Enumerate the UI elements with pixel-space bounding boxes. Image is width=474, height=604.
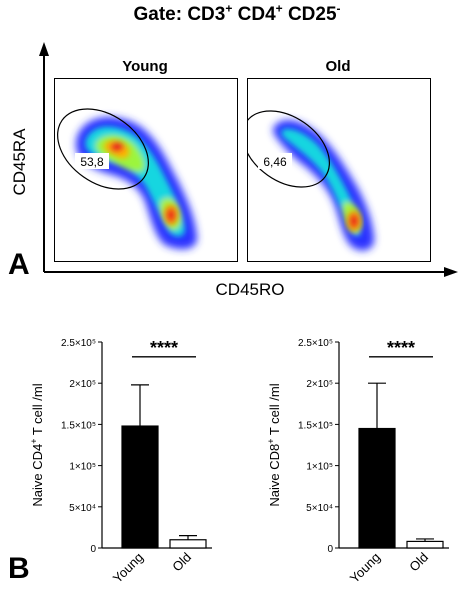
bar-chart-naive-cd8: 0 5×10⁴ 1×10⁵ 1.5×10⁵ 2×10⁵ 2.5×10⁵ Naive CD8+… xyxy=(266,338,449,586)
plot-old-label: Old xyxy=(325,58,351,75)
cd4-y-tick-label: 2×10⁵ xyxy=(69,379,96,390)
cd8-y-tick-label: 1×10⁵ xyxy=(306,462,333,473)
cd4-y-axis-label: Naive CD4+ T cell /ml xyxy=(29,383,45,506)
title-marker-cd4: CD4 xyxy=(237,4,276,25)
panel-a-letter: A xyxy=(8,248,30,281)
density-plot-old-svg: 6,46 xyxy=(248,110,375,251)
gate-value-bg-old xyxy=(258,153,292,169)
cd4-x-label-young: Young xyxy=(110,550,146,586)
cd4-x-label-old: Old xyxy=(169,550,194,575)
plot-young-label: Young xyxy=(122,58,168,75)
cd4-y-tick-label: 0 xyxy=(90,544,96,555)
title-prefix: Gate: xyxy=(133,4,183,25)
panel-a-x-axis-label: CD45RO xyxy=(215,280,285,299)
gate-ellipse-young xyxy=(57,108,149,190)
density-young-core xyxy=(103,140,178,225)
panel-a-y-axis-label: CD45RA xyxy=(10,128,29,196)
title-sup-cd25: - xyxy=(336,1,341,16)
cd4-y-tick-label: 5×10⁴ xyxy=(69,503,96,514)
gate-value-old: 6,46 xyxy=(263,155,287,169)
cd4-y-tick-label: 1×10⁵ xyxy=(69,462,96,473)
cd8-y-tick-label: 2.5×10⁵ xyxy=(298,338,333,349)
cd8-y-axis-label: Naive CD8+ T cell /ml xyxy=(266,383,282,506)
panel-a-y-axis-arrow xyxy=(39,42,49,56)
title-marker-cd3: CD3 xyxy=(187,4,226,25)
gate-value-young: 53,8 xyxy=(80,155,104,169)
panel-a-x-axis-arrow xyxy=(444,267,458,277)
panel-a-axes xyxy=(39,42,458,277)
panel-b-letter: B xyxy=(8,552,30,585)
cd8-x-label-old: Old xyxy=(406,550,431,575)
cd8-bar-young xyxy=(358,427,396,549)
gate-value-bg-young xyxy=(75,153,109,169)
cd8-x-label-young: Young xyxy=(347,550,383,586)
cd4-y-tick-label: 2.5×10⁵ xyxy=(61,338,96,349)
density-old-core xyxy=(347,211,361,231)
cd8-y-tick-label: 1.5×10⁵ xyxy=(298,420,333,431)
gate-ellipse-old xyxy=(248,110,330,188)
density-plot-young: 53,8 xyxy=(54,78,238,262)
cd8-bar-old xyxy=(406,540,444,549)
density-plot-young-svg: 53,8 xyxy=(57,108,198,250)
title-marker-cd25: CD25 xyxy=(287,4,337,25)
cd4-significance-label: **** xyxy=(150,338,178,358)
cd8-significance-label: **** xyxy=(387,338,415,358)
cd8-y-tick-label: 0 xyxy=(327,544,333,555)
cd4-bar-young xyxy=(121,425,159,549)
cd8-y-tick-label: 5×10⁴ xyxy=(306,503,333,514)
density-plot-old: 6,46 xyxy=(247,78,431,262)
title-sup-cd3: + xyxy=(225,1,233,16)
figure-title: Gate: CD3+ CD4+ CD25- xyxy=(0,1,474,26)
cd8-y-tick-label: 2×10⁵ xyxy=(306,379,333,390)
title-sup-cd4: + xyxy=(275,1,283,16)
cd4-y-tick-label: 1.5×10⁵ xyxy=(61,420,96,431)
cd4-bar-old xyxy=(169,539,207,549)
bar-chart-naive-cd4: 0 5×10⁴ 1×10⁵ 1.5×10⁵ 2×10⁵ 2.5×10⁵ Naive CD4+… xyxy=(29,338,212,586)
